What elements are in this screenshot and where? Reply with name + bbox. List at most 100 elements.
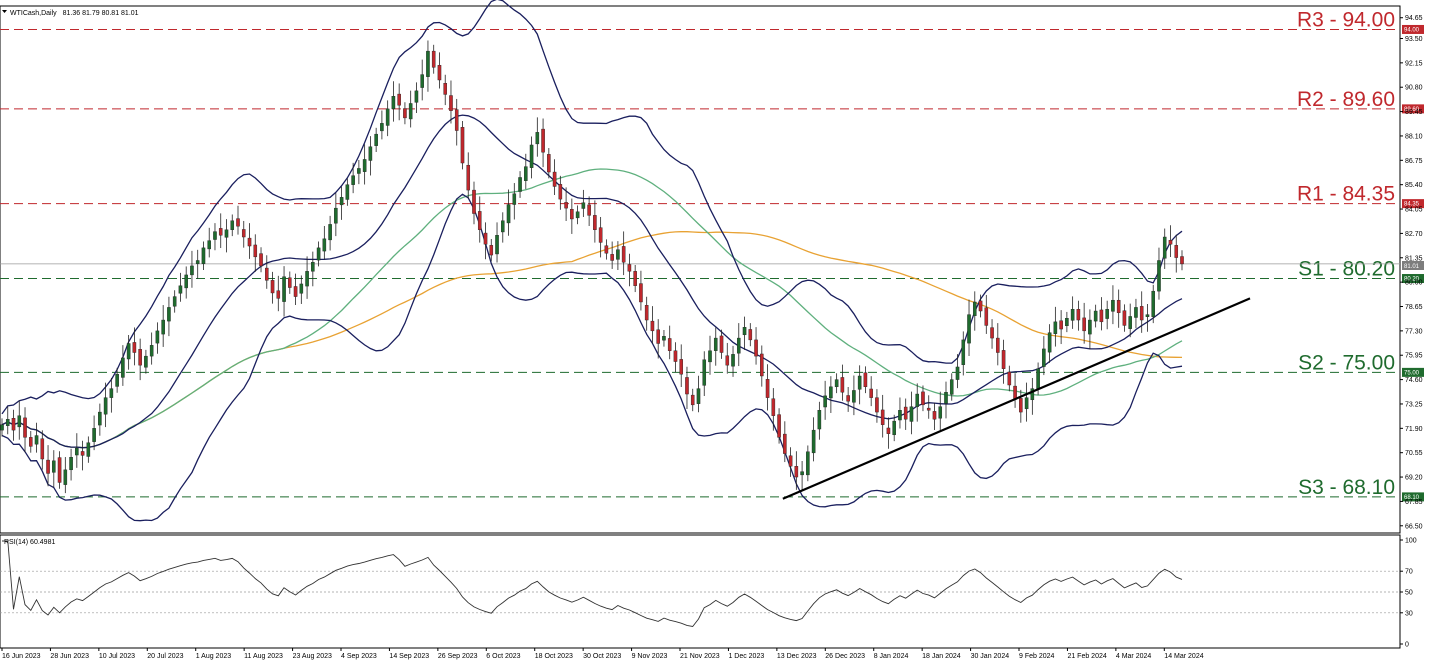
level-tag-label-s1: 80.20 bbox=[1404, 277, 1420, 283]
candle-bull bbox=[195, 249, 200, 279]
candle-body bbox=[996, 337, 1000, 353]
time-tick-label: 18 Oct 2023 bbox=[535, 653, 573, 660]
candle-body bbox=[708, 350, 712, 363]
candle-bull bbox=[305, 256, 309, 299]
candle-bear bbox=[610, 241, 614, 269]
candle-body bbox=[40, 438, 45, 460]
candle-body bbox=[1042, 348, 1046, 367]
candle-body bbox=[144, 355, 148, 368]
candle-bull bbox=[944, 381, 948, 419]
price-tick-label: 93.50 bbox=[1405, 36, 1423, 43]
candle-body bbox=[1134, 307, 1138, 318]
candle-body bbox=[426, 50, 430, 77]
candle-body bbox=[155, 330, 160, 344]
candle-body bbox=[28, 437, 33, 447]
candle-bear bbox=[247, 223, 252, 259]
candle-body bbox=[98, 411, 102, 426]
candle-body bbox=[52, 460, 56, 473]
candle-body bbox=[207, 240, 212, 250]
candle-body bbox=[783, 433, 787, 454]
time-tick-label: 16 Jun 2023 bbox=[2, 653, 41, 660]
candle-body bbox=[570, 209, 574, 220]
candle-body bbox=[892, 420, 896, 436]
candle-bull bbox=[1162, 228, 1167, 269]
candle-bull bbox=[178, 272, 183, 302]
candle-bull bbox=[17, 400, 22, 440]
candle-bear bbox=[1059, 310, 1063, 345]
level-label-r2: R2 - 89.60 bbox=[1297, 88, 1395, 111]
candle-body bbox=[368, 146, 373, 161]
time-tick-label: 14 Sep 2023 bbox=[389, 653, 429, 660]
candle-bear bbox=[80, 440, 85, 471]
collapse-arrow-icon[interactable] bbox=[2, 10, 7, 13]
candle-body bbox=[760, 353, 764, 377]
time-tick-label: 1 Dec 2023 bbox=[728, 653, 764, 660]
candle-bull bbox=[1151, 284, 1156, 324]
chart-header-symbol: WTICash,Daily bbox=[10, 10, 57, 17]
price-tick-label: 78.65 bbox=[1405, 304, 1423, 311]
candle-body bbox=[472, 189, 476, 214]
candle-body bbox=[616, 249, 620, 260]
candle-body bbox=[1174, 245, 1179, 258]
candle-bear bbox=[253, 234, 258, 272]
candle-body bbox=[339, 197, 344, 206]
candle-body bbox=[771, 398, 776, 416]
candle-bear bbox=[639, 270, 643, 311]
candle-body bbox=[328, 224, 332, 241]
rsi-header: RSI(14) 60.4981 bbox=[4, 539, 55, 546]
trendline[interactable] bbox=[782, 297, 1251, 500]
rsi-tick-label: 70 bbox=[1405, 569, 1413, 576]
candle-bull bbox=[1134, 298, 1138, 329]
candle-body bbox=[1162, 236, 1167, 259]
candle-body bbox=[86, 442, 91, 457]
price-tick-label: 80.00 bbox=[1405, 280, 1423, 287]
candle-bull bbox=[1128, 303, 1132, 338]
candle-bear bbox=[921, 385, 925, 412]
candle-body bbox=[558, 184, 563, 200]
candle-body bbox=[190, 265, 194, 276]
price-tick-label: 77.30 bbox=[1405, 328, 1423, 335]
candle-bear bbox=[984, 294, 989, 334]
candle-bear bbox=[472, 181, 476, 225]
candle-bull bbox=[109, 377, 114, 413]
candle-bull bbox=[92, 415, 96, 451]
level-tag-label-r1: 84.35 bbox=[1404, 202, 1420, 208]
candle-bull bbox=[1065, 311, 1069, 333]
candle-body bbox=[288, 277, 292, 288]
candle-body bbox=[696, 388, 701, 404]
candle-bear bbox=[403, 102, 407, 125]
candle-body bbox=[264, 267, 269, 281]
candle-bull bbox=[357, 159, 361, 185]
time-tick-label: 6 Oct 2023 bbox=[486, 653, 520, 660]
candle-body bbox=[69, 456, 73, 471]
candle-bear bbox=[604, 239, 609, 260]
candle-body bbox=[875, 397, 879, 413]
candle-body bbox=[1024, 397, 1029, 410]
candle-bull bbox=[207, 227, 212, 258]
candle-body bbox=[391, 96, 396, 110]
price-tick-label: 71.90 bbox=[1405, 426, 1423, 433]
candle-bear bbox=[869, 376, 873, 407]
candle-body bbox=[926, 407, 931, 411]
candle-bull bbox=[322, 226, 327, 260]
candle-body bbox=[380, 123, 384, 132]
candle-bull bbox=[1157, 247, 1161, 300]
candle-body bbox=[967, 314, 971, 344]
candle-body bbox=[794, 466, 799, 478]
candle-bull bbox=[339, 186, 344, 220]
level-tag-r3 bbox=[1402, 24, 1424, 34]
candle-body bbox=[109, 388, 114, 398]
candle-bull bbox=[892, 414, 896, 442]
candle-body bbox=[834, 379, 839, 388]
levels-layer: R3 - 94.00 94.00 R2 - 89.60 89.60 R1 - 84.35… bbox=[0, 8, 1424, 502]
candle-bear bbox=[587, 196, 591, 227]
candle-bear bbox=[547, 148, 551, 179]
bollinger-lower bbox=[1, 193, 1183, 522]
candle-bull bbox=[345, 178, 350, 206]
candle-body bbox=[598, 227, 603, 243]
candle-bear bbox=[1082, 302, 1086, 344]
candle-body bbox=[126, 343, 131, 360]
candle-body bbox=[270, 280, 275, 294]
candle-bear bbox=[880, 394, 885, 438]
candle-body bbox=[224, 229, 229, 238]
